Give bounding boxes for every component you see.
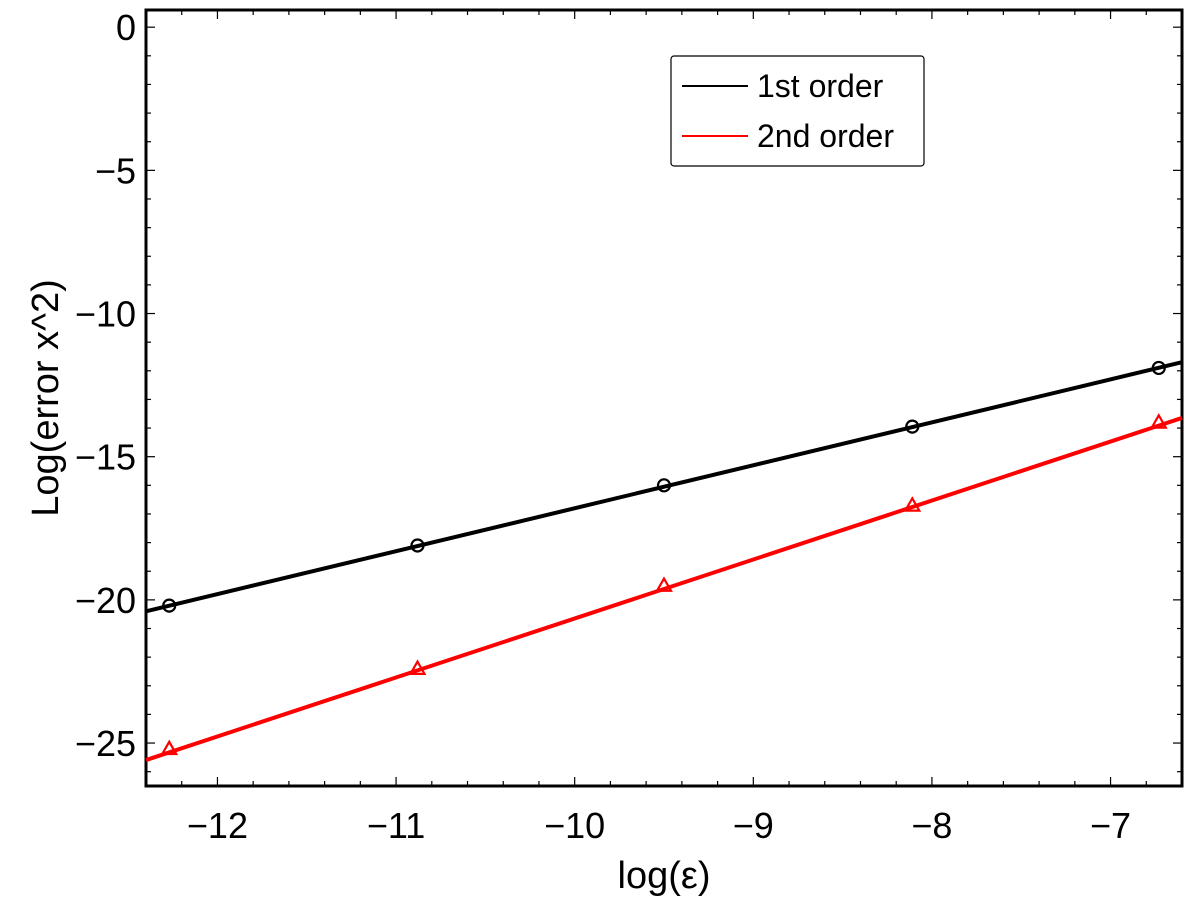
legend-label-1st-order: 1st order: [757, 68, 884, 104]
data-point-1st-order: [1151, 360, 1166, 376]
series-line-2nd-order: [145, 416, 1183, 762]
y-tick-label: −5: [95, 150, 136, 191]
data-point-2nd-order: [408, 659, 427, 675]
series-line-1st-order: [145, 360, 1183, 614]
x-tick-label: −7: [1090, 805, 1131, 846]
plot-frame: [144, 8, 1184, 788]
data-point-1st-order: [905, 419, 920, 434]
legend: 1st order 2nd order: [670, 55, 925, 167]
data-point-2nd-order: [655, 576, 673, 592]
legend-label-2nd-order: 2nd order: [757, 118, 894, 154]
x-tick-label: −8: [911, 805, 952, 846]
series-markers: [160, 360, 1168, 756]
y-axis-title: Log(error x^2): [25, 279, 67, 516]
data-point-1st-order: [410, 538, 425, 553]
x-tick-label: −10: [544, 805, 605, 846]
series-lines: [145, 360, 1183, 762]
data-point-1st-order: [656, 478, 672, 493]
y-tick-label: −15: [75, 437, 136, 478]
legend-box: [670, 55, 925, 167]
y-tick-label: 0: [116, 7, 136, 48]
axis-tick-labels: −12 −11 −10 −9 −8 −7 0 −5 −10 −15 −20 −25: [75, 7, 1131, 846]
data-point-1st-order: [162, 598, 177, 613]
y-tick-label: −25: [75, 723, 136, 764]
x-tick-label: −9: [733, 805, 774, 846]
data-point-2nd-order: [1149, 413, 1168, 429]
x-tick-label: −12: [187, 805, 248, 846]
axis-ticks: [145, 10, 1183, 786]
data-point-2nd-order: [903, 496, 922, 512]
y-tick-label: −10: [75, 294, 136, 335]
data-point-2nd-order: [160, 739, 179, 756]
x-axis-title: log(ε): [618, 855, 711, 897]
x-tick-label: −11: [367, 805, 425, 846]
y-tick-label: −20: [75, 580, 136, 621]
